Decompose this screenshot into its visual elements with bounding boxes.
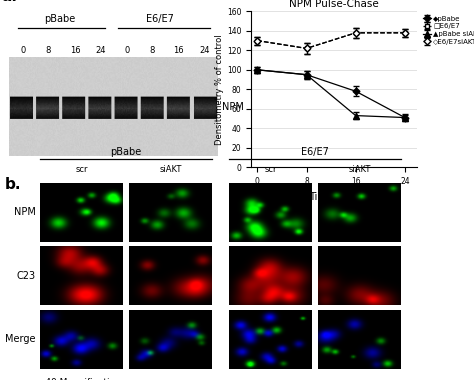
Text: 24: 24 <box>199 46 210 55</box>
Text: Merge: Merge <box>5 334 36 344</box>
Text: x40 Magnification: x40 Magnification <box>40 378 121 380</box>
Text: 8: 8 <box>150 46 155 55</box>
Text: 16: 16 <box>173 46 183 55</box>
Text: E6/E7: E6/E7 <box>301 147 329 157</box>
Text: scr: scr <box>75 165 88 174</box>
Text: C23: C23 <box>17 271 36 281</box>
Text: a.: a. <box>1 0 17 4</box>
Legend: ◆pBabe, □E6/E7, ▲pBabe siAKT, ◇E6/E7siAKT: ◆pBabe, □E6/E7, ▲pBabe siAKT, ◇E6/E7siAK… <box>422 15 474 46</box>
Text: 8: 8 <box>46 46 51 55</box>
Text: siAKT: siAKT <box>159 165 182 174</box>
Text: scr: scr <box>264 165 277 174</box>
Text: siAKT: siAKT <box>348 165 371 174</box>
Text: 24: 24 <box>95 46 105 55</box>
Text: pBabe: pBabe <box>110 147 142 157</box>
Text: 0: 0 <box>125 46 130 55</box>
Text: NPM: NPM <box>14 207 36 217</box>
Text: 16: 16 <box>70 46 81 55</box>
X-axis label: Time (hrs): Time (hrs) <box>309 192 359 201</box>
Text: 0: 0 <box>20 46 26 55</box>
Text: E6/E7: E6/E7 <box>146 14 173 24</box>
Title: NPM Pulse-Chase: NPM Pulse-Chase <box>289 0 379 9</box>
Y-axis label: Densitometry % of control: Densitometry % of control <box>215 34 224 145</box>
Text: pBabe: pBabe <box>44 14 75 24</box>
Text: b.: b. <box>5 177 21 192</box>
Text: NPM: NPM <box>222 102 244 112</box>
